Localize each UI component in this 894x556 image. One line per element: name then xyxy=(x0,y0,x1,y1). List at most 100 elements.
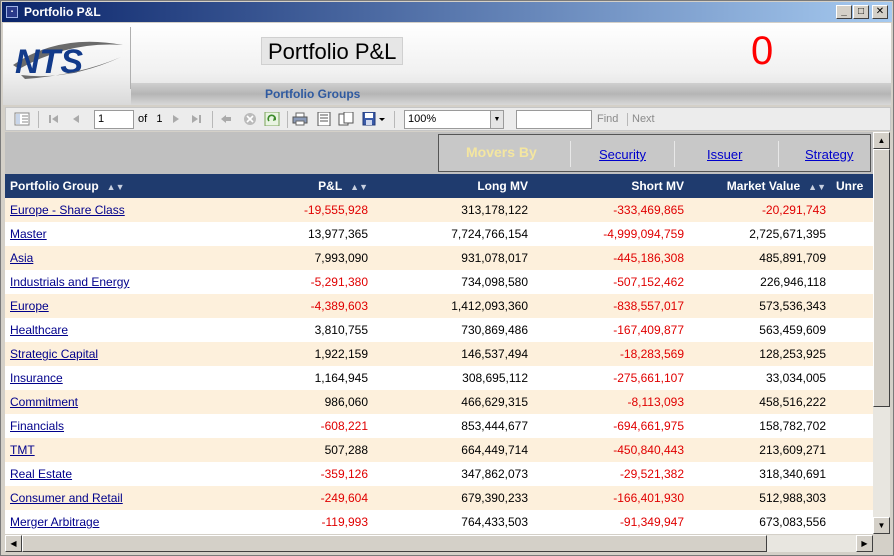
export-dropdown-icon[interactable] xyxy=(378,112,386,126)
sort-icon[interactable]: ▲▼ xyxy=(808,182,826,192)
long-mv-cell: 764,433,503 xyxy=(373,510,533,534)
page-number-input[interactable]: 1 xyxy=(94,110,134,129)
market-value-cell: 673,083,556 xyxy=(689,510,831,534)
short-mv-cell: -333,469,865 xyxy=(533,198,689,222)
scroll-left-icon[interactable]: ◀ xyxy=(5,535,22,552)
window-title: Portfolio P&L xyxy=(24,5,101,19)
sort-icon[interactable]: ▲▼ xyxy=(350,182,368,192)
column-header-pnl[interactable]: P&L ▲▼ xyxy=(231,174,373,198)
column-header-unrealized[interactable]: Unre xyxy=(831,174,873,198)
portfolio-group-link[interactable]: Master xyxy=(10,227,47,241)
long-mv-cell: 313,178,122 xyxy=(373,198,533,222)
column-header-short-mv[interactable]: Short MV xyxy=(533,174,689,198)
next-link[interactable]: Next xyxy=(632,113,655,125)
table-header-row: Portfolio Group ▲▼ P&L ▲▼ Long MV Short MV… xyxy=(5,174,873,198)
first-page-icon[interactable] xyxy=(46,112,62,126)
minimize-button[interactable]: _ xyxy=(836,5,852,19)
export-save-icon[interactable] xyxy=(362,112,378,126)
column-header-portfolio-group[interactable]: Portfolio Group ▲▼ xyxy=(5,174,231,198)
pnl-cell: 986,060 xyxy=(231,390,373,414)
portfolio-group-cell: Commitment xyxy=(5,390,231,414)
market-value-cell: 485,891,709 xyxy=(689,246,831,270)
unrealized-cell xyxy=(831,270,873,294)
column-header-long-mv[interactable]: Long MV xyxy=(373,174,533,198)
zoom-select[interactable]: 100% ▼ xyxy=(404,110,504,129)
unrealized-cell xyxy=(831,318,873,342)
column-header-market-value[interactable]: Market Value ▲▼ xyxy=(689,174,831,198)
table-row: Financials -608,221 853,444,677 -694,661,97… xyxy=(5,414,873,438)
portfolio-group-link[interactable]: Asia xyxy=(10,251,34,265)
market-value-cell: 33,034,005 xyxy=(689,366,831,390)
movers-strip: Movers By Security Issuer Strategy xyxy=(5,132,873,174)
portfolio-group-link[interactable]: TMT xyxy=(10,443,35,457)
pnl-cell: 13,977,365 xyxy=(231,222,373,246)
scroll-right-icon[interactable]: ▶ xyxy=(856,535,873,552)
market-value-cell: 226,946,118 xyxy=(689,270,831,294)
scroll-up-icon[interactable]: ▲ xyxy=(873,132,890,149)
portfolio-group-link[interactable]: Commitment xyxy=(10,395,79,409)
stop-icon[interactable] xyxy=(242,112,258,126)
pnl-cell: -5,291,380 xyxy=(231,270,373,294)
portfolio-group-link[interactable]: Consumer and Retail xyxy=(10,491,123,505)
last-page-icon[interactable] xyxy=(188,112,204,126)
movers-security-link[interactable]: Security xyxy=(599,147,646,162)
document-map-icon[interactable] xyxy=(14,112,30,126)
scroll-down-icon[interactable]: ▼ xyxy=(873,517,890,534)
sort-icon[interactable]: ▲▼ xyxy=(106,182,125,192)
maximize-button[interactable]: □ xyxy=(853,5,869,19)
table-row: Industrials and Energy -5,291,380 734,098,… xyxy=(5,270,873,294)
portfolio-group-link[interactable]: Healthcare xyxy=(10,323,69,337)
next-page-icon[interactable] xyxy=(168,112,184,126)
zoom-dropdown-arrow[interactable]: ▼ xyxy=(490,111,503,128)
refresh-icon[interactable] xyxy=(264,112,280,126)
find-input[interactable] xyxy=(516,110,592,129)
pnl-cell: 1,164,945 xyxy=(231,366,373,390)
movers-strategy-link[interactable]: Strategy xyxy=(805,147,854,162)
close-button[interactable]: ✕ xyxy=(872,5,888,19)
market-value-cell: 512,988,303 xyxy=(689,486,831,510)
table-row: Europe -4,389,603 1,412,093,360 -838,557,01… xyxy=(5,294,873,318)
short-mv-cell: -445,186,308 xyxy=(533,246,689,270)
table-row: Merger Arbitrage -119,993 764,433,503 -91,3… xyxy=(5,510,873,534)
long-mv-cell: 146,537,494 xyxy=(373,342,533,366)
long-mv-cell: 664,449,714 xyxy=(373,438,533,462)
portfolio-group-cell: Consumer and Retail xyxy=(5,486,231,510)
market-value-cell: 213,609,271 xyxy=(689,438,831,462)
portfolio-group-link[interactable]: Merger Arbitrage xyxy=(10,515,100,529)
back-icon[interactable] xyxy=(218,112,234,126)
unrealized-cell xyxy=(831,198,873,222)
unrealized-cell xyxy=(831,462,873,486)
table-row: Europe - Share Class -19,555,928 313,178,1… xyxy=(5,198,873,222)
previous-page-icon[interactable] xyxy=(68,112,84,126)
portfolio-group-link[interactable]: Insurance xyxy=(10,371,63,385)
vertical-scrollbar[interactable]: ▲ ▼ xyxy=(873,132,890,534)
portfolio-group-link[interactable]: Financials xyxy=(10,419,65,433)
find-link[interactable]: Find xyxy=(597,113,619,125)
portfolio-group-link[interactable]: Europe xyxy=(10,299,49,313)
market-value-cell: 2,725,671,395 xyxy=(689,222,831,246)
short-mv-cell: -4,999,094,759 xyxy=(533,222,689,246)
print-layout-icon[interactable] xyxy=(316,112,332,126)
portfolio-group-cell: Strategic Capital xyxy=(5,342,231,366)
vertical-scroll-thumb[interactable] xyxy=(873,149,890,407)
market-value-cell: 573,536,343 xyxy=(689,294,831,318)
unrealized-cell xyxy=(831,366,873,390)
short-mv-cell: -275,661,107 xyxy=(533,366,689,390)
portfolio-group-link[interactable]: Real Estate xyxy=(10,467,73,481)
short-mv-cell: -91,349,947 xyxy=(533,510,689,534)
portfolio-groups-table: Portfolio Group ▲▼ P&L ▲▼ Long MV Short MV… xyxy=(5,174,873,534)
portfolio-group-cell: Europe xyxy=(5,294,231,318)
print-icon[interactable] xyxy=(292,112,308,126)
portfolio-group-link[interactable]: Strategic Capital xyxy=(10,347,99,361)
short-mv-cell: -167,409,877 xyxy=(533,318,689,342)
horizontal-scroll-thumb[interactable] xyxy=(22,535,767,552)
pnl-cell: -19,555,928 xyxy=(231,198,373,222)
portfolio-group-link[interactable]: Industrials and Energy xyxy=(10,275,130,289)
page-setup-icon[interactable] xyxy=(338,112,354,126)
portfolio-group-cell: Healthcare xyxy=(5,318,231,342)
portfolio-group-link[interactable]: Europe - Share Class xyxy=(10,203,125,217)
unrealized-cell xyxy=(831,510,873,534)
movers-issuer-link[interactable]: Issuer xyxy=(707,147,743,162)
horizontal-scrollbar[interactable]: ◀ ▶ xyxy=(5,535,873,552)
